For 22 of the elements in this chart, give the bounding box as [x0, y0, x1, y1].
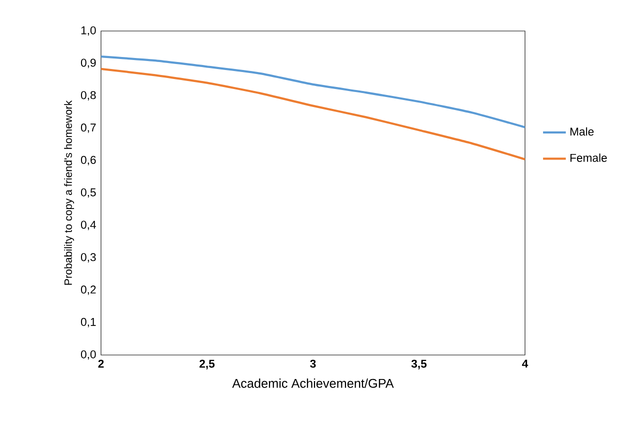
y-tick-label: 0,3	[80, 253, 96, 262]
x-tick-label: 2	[98, 360, 104, 368]
y-tick-label: 0,8	[80, 91, 96, 100]
x-tick-label: 3,5	[411, 360, 427, 370]
y-axis-title: Probability to copy a friend's homework	[64, 100, 74, 285]
legend-label: Male	[570, 127, 594, 136]
y-tick-label: 0,6	[80, 156, 96, 166]
y-tick-label: 0,1	[80, 318, 96, 328]
y-tick-label: 0,5	[80, 188, 96, 198]
x-tick-label: 2,5	[200, 360, 215, 370]
y-tick-label: 0,9	[80, 58, 96, 68]
y-tick-label: 1,0	[81, 26, 96, 36]
x-tick-label: 3	[310, 360, 316, 368]
legend-label: Female	[570, 154, 607, 162]
line-series	[101, 68, 526, 160]
y-tick-label: 0,4	[80, 220, 96, 230]
y-tick-label: 0,2	[80, 286, 96, 295]
y-tick-label: 0,0	[80, 350, 96, 360]
y-tick-label: 0,7	[80, 124, 96, 133]
x-tick-label: 4	[522, 360, 528, 368]
line-series	[101, 56, 526, 128]
x-axis-title: Academic Achievement/GPA	[232, 378, 394, 388]
